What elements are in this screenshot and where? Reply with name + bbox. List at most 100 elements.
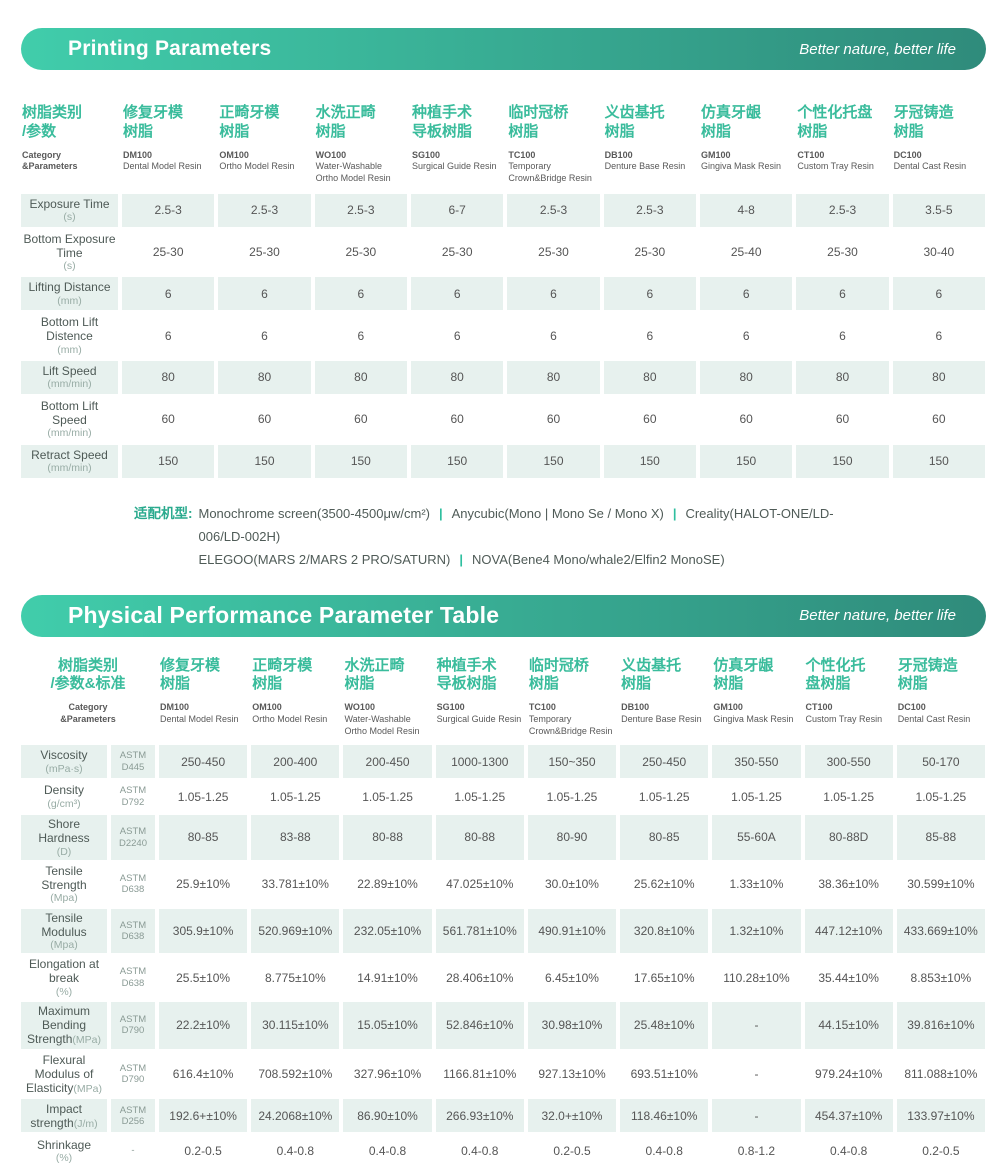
resin-column-header: 正畸牙模 树脂 OM100 Ortho Model Resin — [251, 657, 339, 744]
value-cell: 6 — [603, 277, 696, 311]
resin-zh-name: 个性化托盘 树脂 — [797, 104, 873, 140]
resin-column-header: 义齿基托 树脂 DB100 Denture Base Resin — [620, 657, 708, 744]
value-cell: 150 — [507, 444, 600, 478]
param-label: Bottom Lift Distence — [40, 315, 99, 344]
value-cell: 47.025±10% — [446, 877, 514, 892]
param-unit: (mm/min) — [47, 462, 92, 475]
resin-en-name: Surgical Guide Resin — [436, 713, 522, 724]
printer-compat-text: ELEGOO(MARS 2/MARS 2 PRO/SATURN) — [198, 551, 451, 567]
value-cell: 6 — [646, 328, 654, 343]
astm-standard-cell: ASTM D792 — [119, 785, 147, 808]
compatible-printers-label: 适配机型: — [134, 505, 193, 521]
resin-zh-name: 临时冠桥 树脂 — [508, 104, 569, 140]
value-cell: 35.44±10% — [818, 970, 879, 985]
value-cell: 80 — [796, 360, 889, 394]
value-cell: 0.4-0.8 — [461, 1143, 499, 1158]
resin-column-header: 个性化托盘 树脂 CT100 Custom Tray Resin — [796, 104, 888, 191]
physical-performance-table: 树脂类别 /参数&标准 Category &Parameters 修复牙模 树脂 DM… — [21, 657, 985, 1168]
section1-tagline: Better nature, better life — [799, 40, 956, 58]
value-cell: 80-85 — [620, 815, 709, 860]
param-unit: (mm) — [57, 343, 82, 356]
value-cell: 327.96±10% — [353, 1066, 422, 1081]
resin-column-header: 个性化托 盘树脂 CT100 Custom Tray Resin — [805, 657, 893, 744]
value-cell: 250-450 — [159, 745, 248, 779]
param-label: Exposure Time — [29, 196, 110, 211]
value-cell: 2.5-3 — [314, 193, 407, 227]
printer-compat-text: Monochrome screen(3500-4500μw/cm²) — [198, 505, 430, 521]
value-cell: 86.90±10% — [343, 1099, 432, 1133]
param-label-cell: Exposure Time (s) — [21, 193, 118, 227]
value-cell: 150 — [700, 444, 793, 478]
param-label-cell: Shrinkage (%) — [21, 1134, 107, 1167]
param-label-cell: Tensile Strength (Mpa) — [21, 862, 107, 907]
value-cell: 3.5-5 — [892, 193, 985, 227]
resin-zh-name: 临时冠桥 树脂 — [528, 656, 589, 693]
resin-column-header: 临时冠桥 树脂 TC100 Temporary Crown&Bridge Resin — [528, 657, 616, 744]
value-cell: 0.4-0.8 — [368, 1143, 407, 1158]
value-cell: 1.32±10% — [712, 908, 801, 954]
value-cell: 150 — [892, 444, 985, 478]
value-cell: 17.65±10% — [633, 970, 695, 985]
separator-bar: | — [672, 505, 677, 521]
astm-standard-cell: ASTM D790 — [119, 1062, 147, 1085]
resin-zh-name: 修复牙模 树脂 — [123, 104, 184, 140]
value-cell: 433.669±10% — [896, 908, 985, 954]
value-cell: 6 — [218, 277, 311, 311]
value-cell: 80-85 — [159, 815, 248, 860]
resin-en-name: Surgical Guide Resin — [412, 161, 497, 172]
param-unit: (%) — [55, 1151, 73, 1164]
value-cell: 0.2-0.5 — [922, 1143, 960, 1158]
value-cell: 6 — [453, 328, 461, 343]
param-label-cell: Flexural Modulus of Elasticity(MPa) — [21, 1051, 107, 1098]
value-cell: 6 — [314, 277, 407, 311]
param-label-cell: Bottom Exposure Time (s) — [21, 230, 118, 275]
resin-en-name: Custom Tray Resin — [797, 161, 874, 172]
value-cell: 80 — [218, 360, 311, 394]
param-label: Elongation at break — [28, 957, 100, 986]
resin-en-name: Denture Base Resin — [604, 161, 686, 172]
value-cell: 33.781±10% — [261, 877, 329, 892]
value-cell: 50-170 — [896, 745, 985, 779]
resin-zh-name: 水洗正畸 树脂 — [344, 656, 405, 693]
value-cell: - — [754, 1066, 759, 1081]
value-cell: 0.4-0.8 — [829, 1143, 868, 1158]
value-cell: 30.98±10% — [527, 1001, 617, 1049]
printer-compat-text: NOVA(Bene4 Mono/whale2/Elfin2 MonoSE) — [472, 551, 725, 567]
value-cell: 6.45±10% — [545, 970, 599, 985]
param-label: Lifting Distance — [28, 280, 111, 295]
value-cell: 320.8±10% — [620, 908, 709, 954]
param-unit: (Mpa) — [50, 938, 78, 951]
resin-en-name: Water-Washable Ortho Model Resin — [315, 161, 391, 183]
value-cell: 6 — [164, 328, 172, 343]
value-cell: 30.0±10% — [545, 877, 599, 892]
value-cell: 83-88 — [251, 815, 340, 860]
param-label-cell: Lift Speed (mm/min) — [21, 360, 118, 394]
resin-column-header: 牙冠铸造 树脂 DC100 Dental Cast Resin — [893, 104, 985, 191]
param-unit: (D) — [56, 845, 72, 858]
value-cell: 80-88 — [343, 815, 432, 860]
param-label: Shrinkage — [36, 1137, 92, 1152]
value-cell: 708.592±10% — [258, 1066, 333, 1081]
param-label-wrap: Maximum Bending Strength(MPa) — [22, 1004, 106, 1047]
value-cell: 6 — [839, 328, 846, 343]
resin-code: OM100 — [219, 149, 249, 160]
value-cell: 561.781±10% — [435, 908, 524, 954]
resin-en-name: Gingiva Mask Resin — [713, 713, 794, 724]
value-cell: 979.24±10% — [815, 1066, 883, 1081]
resin-zh-name: 义齿基托 树脂 — [604, 104, 665, 140]
resin-code: DB100 — [621, 702, 650, 713]
resin-code: GM100 — [713, 702, 743, 713]
resin-column-header: 水洗正畸 树脂 WO100 Water-Washable Ortho Model R… — [343, 657, 431, 744]
param-label-cell: Impact strength(J/m) — [21, 1099, 107, 1133]
value-cell: 150 — [218, 444, 311, 478]
param-label: Tensile Strength — [41, 863, 87, 893]
value-cell: 4-8 — [700, 193, 793, 227]
value-cell: 6-7 — [411, 193, 504, 227]
resin-code: DM100 — [160, 702, 190, 713]
param-unit: (%) — [55, 985, 73, 998]
physical-performance-header-bar: Physical Performance Parameter Table Bet… — [21, 594, 986, 637]
astm-standard-cell: ASTM D638 — [119, 966, 147, 989]
value-cell: 6 — [357, 328, 365, 343]
resin-en-name: Dental Model Resin — [123, 161, 202, 172]
value-cell: - — [712, 1001, 801, 1049]
